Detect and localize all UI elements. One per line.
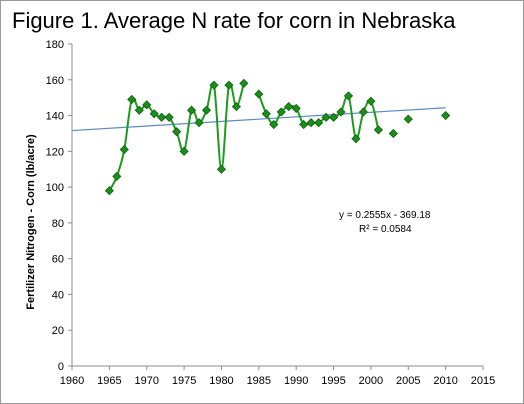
data-point-marker <box>104 186 114 196</box>
data-point-marker <box>284 102 294 112</box>
data-point-marker <box>321 112 331 122</box>
data-point-marker <box>306 118 316 128</box>
data-point-marker <box>343 91 354 101</box>
data-point-marker <box>224 80 234 90</box>
y-tick-label: 0 <box>58 361 64 373</box>
figure-title: Figure 1. Average N rate for corn in Neb… <box>12 8 456 33</box>
y-tick-label: 40 <box>52 289 64 301</box>
y-tick-label: 60 <box>52 254 64 266</box>
data-point-marker <box>358 107 369 117</box>
x-tick-label: 1995 <box>321 375 345 387</box>
data-point-marker <box>164 112 174 122</box>
data-point-marker <box>231 102 241 112</box>
data-point-marker <box>127 94 137 105</box>
data-point-marker <box>299 119 309 130</box>
y-tick-label: 180 <box>46 39 64 51</box>
y-tick-label: 20 <box>52 325 64 337</box>
series-line-layer <box>108 82 380 192</box>
x-tick-label: 2000 <box>359 375 383 387</box>
data-point-marker <box>336 107 346 117</box>
x-tick-label: 2005 <box>396 375 420 387</box>
data-point-marker <box>276 107 286 117</box>
data-point-marker <box>134 105 144 115</box>
x-tick-label: 1990 <box>284 375 308 387</box>
y-tick-label: 140 <box>46 111 64 123</box>
data-point-marker <box>157 112 167 122</box>
data-point-marker <box>216 164 227 174</box>
tick-label-layer: 0 20 40 60 80 100 120 140 160 180 1960 1965 1970 1975… <box>46 39 496 387</box>
data-point-marker <box>194 118 204 128</box>
data-point-marker <box>388 128 398 139</box>
data-point-marker <box>373 125 383 135</box>
x-tick-label: 2010 <box>433 375 457 387</box>
x-tick-label: 1975 <box>172 375 196 387</box>
data-point-marker <box>201 105 212 115</box>
marker-layer <box>104 78 451 196</box>
data-point-marker <box>314 118 324 128</box>
data-point-marker <box>186 105 197 115</box>
data-point-marker <box>261 109 271 119</box>
y-tick-label: 120 <box>46 146 64 158</box>
data-point-marker <box>119 144 129 155</box>
data-point-marker <box>149 109 159 119</box>
x-tick-label: 2015 <box>471 375 495 387</box>
data-point-marker <box>209 80 219 90</box>
data-point-marker <box>172 127 182 137</box>
data-point-marker <box>328 112 339 122</box>
data-point-marker <box>366 96 376 106</box>
series-line <box>257 93 380 140</box>
data-point-marker <box>269 119 279 130</box>
x-tick-label: 1970 <box>134 375 158 387</box>
data-point-marker <box>351 134 361 144</box>
x-tick-label: 1960 <box>60 375 84 387</box>
trend-equation: y = 0.2555x - 369.18 <box>339 210 431 221</box>
data-point-marker <box>179 146 189 156</box>
y-tick-label: 80 <box>52 218 64 230</box>
data-point-marker <box>142 100 152 110</box>
data-point-marker <box>441 110 451 121</box>
y-tick-label: 160 <box>46 75 64 87</box>
x-tick-label: 1965 <box>97 375 121 387</box>
data-point-marker <box>254 89 264 99</box>
x-tick-label: 1980 <box>209 375 233 387</box>
data-point-marker <box>239 78 249 88</box>
y-tick-label: 100 <box>46 182 64 194</box>
linear-trendline <box>71 107 446 132</box>
axes-layer <box>68 43 484 370</box>
trend-r2: R² = 0.0584 <box>359 224 412 235</box>
data-point-marker <box>112 171 122 181</box>
data-point-marker <box>403 114 413 124</box>
trendline-layer <box>71 107 446 132</box>
data-point-marker <box>291 103 301 113</box>
x-tick-label: 1985 <box>247 375 271 387</box>
